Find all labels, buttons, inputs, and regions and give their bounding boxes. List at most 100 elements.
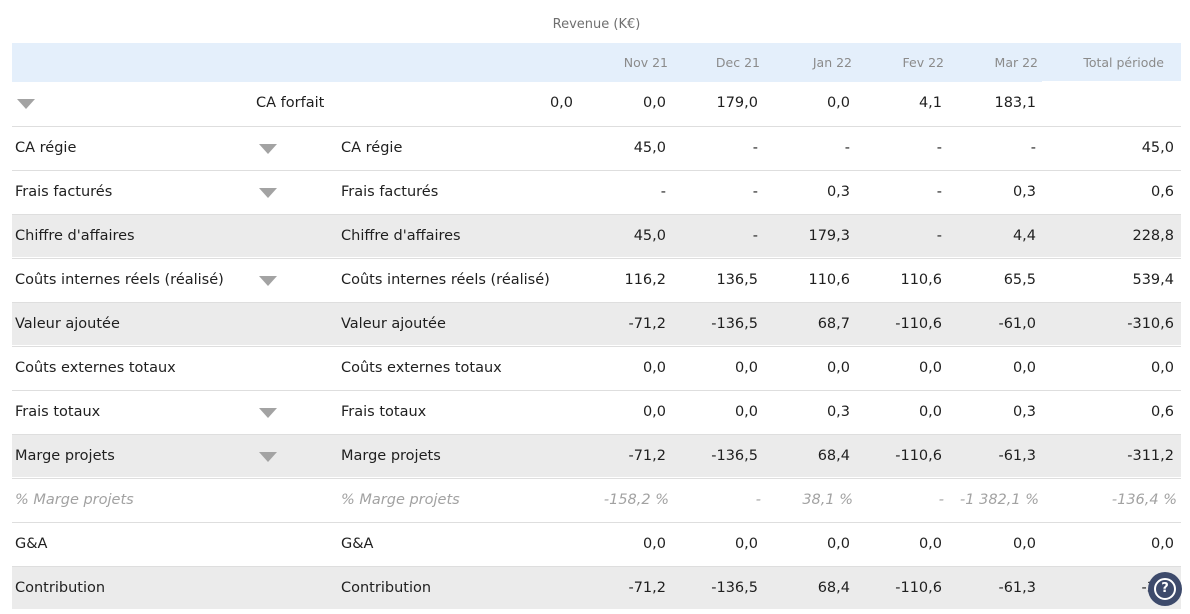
cell-value: 0,0 [642, 360, 666, 376]
cell-value: -61,0 [998, 316, 1036, 332]
row-label-secondary: Coûts internes réels (réalisé) [341, 272, 550, 288]
row-label: Frais totaux [15, 404, 101, 420]
cell-value: 0,3 [826, 404, 850, 420]
expand-caret-icon[interactable] [259, 276, 277, 286]
row-label: Frais facturés [15, 184, 113, 200]
column-header-fev-22: Fev 22 [902, 55, 944, 70]
table-row-pct-marge-projets: % Marge projets % Marge projets -158,2 %… [12, 478, 1181, 521]
cell-total: 0,6 [1150, 404, 1174, 420]
table-row-couts-externes: Coûts externes totaux Coûts externes tot… [12, 346, 1181, 389]
cell-value: 0,0 [918, 360, 942, 376]
expand-caret-icon[interactable] [17, 99, 35, 109]
cell-total: -310,6 [1127, 316, 1174, 332]
expand-caret-icon[interactable] [259, 144, 277, 154]
cell-value: 0,0 [642, 404, 666, 420]
table-header: Nov 21 Dec 21 Jan 22 Fev 22 Mar 22 Total… [12, 43, 1181, 82]
row-label: CA forfait [256, 95, 325, 111]
cell-value: 179,3 [808, 228, 850, 244]
cell-value: 68,7 [817, 316, 850, 332]
cell-value: 0,0 [642, 95, 666, 111]
table-row-chiffre-affaires: Chiffre d'affaires Chiffre d'affaires 45… [12, 214, 1181, 257]
row-label: Coûts externes totaux [15, 360, 176, 376]
cell-value: 65,5 [1003, 272, 1036, 288]
table-title: Revenue (K€) [552, 17, 641, 32]
cell-value: 68,4 [817, 580, 850, 596]
cell-total: 539,4 [1132, 272, 1174, 288]
cell-value: -110,6 [895, 580, 942, 596]
cell-value: 110,6 [900, 272, 942, 288]
cell-total: 0,6 [1150, 184, 1174, 200]
cell-value: -136,5 [711, 316, 758, 332]
cell-value: 0,3 [1012, 184, 1036, 200]
cell-value: 68,4 [817, 448, 850, 464]
cell-value: - [752, 228, 758, 244]
cell-total: -136,4 % [1111, 492, 1177, 508]
table-row-valeur-ajoutee: Valeur ajoutée Valeur ajoutée -71,2 -136… [12, 302, 1181, 345]
column-header-nov-21: Nov 21 [623, 55, 668, 70]
table-row-frais-totaux: Frais totaux Frais totaux 0,0 0,0 0,3 0,… [12, 390, 1181, 433]
cell-total: 0,0 [1150, 536, 1174, 552]
cell-value: 0,0 [918, 404, 942, 420]
row-label-secondary: Valeur ajoutée [341, 316, 446, 332]
cell-value: - [660, 184, 666, 200]
cell-total: 228,8 [1132, 228, 1174, 244]
row-label: Marge projets [15, 448, 115, 464]
cell-value: 0,0 [1012, 536, 1036, 552]
cell-value: 38,1 % [802, 492, 853, 508]
column-header-mar-22: Mar 22 [994, 55, 1038, 70]
row-label-secondary: % Marge projets [341, 492, 460, 508]
cell-value: 0,3 [1012, 404, 1036, 420]
cell-value: -71,2 [628, 316, 666, 332]
expand-caret-icon[interactable] [259, 188, 277, 198]
cell-value: 45,0 [633, 228, 666, 244]
row-label: % Marge projets [15, 492, 134, 508]
row-label-secondary: G&A [341, 536, 374, 552]
cell-total: 45,0 [1141, 140, 1174, 156]
table-row-couts-internes: Coûts internes réels (réalisé) Coûts int… [12, 258, 1181, 301]
cell-value: 0,0 [826, 360, 850, 376]
cell-value: 0,0 [826, 536, 850, 552]
cell-total: -311,2 [1127, 448, 1174, 464]
column-header-total-periode: Total période [1083, 55, 1164, 70]
cell-value: 110,6 [808, 272, 850, 288]
cell-value: - [844, 140, 850, 156]
row-label-secondary: CA régie [341, 140, 403, 156]
table-row-frais-factures: Frais facturés Frais facturés - - 0,3 - … [12, 170, 1181, 213]
cell-value: 45,0 [633, 140, 666, 156]
row-label-secondary: Chiffre d'affaires [341, 228, 461, 244]
cell-value: - [936, 228, 942, 244]
column-header-jan-22: Jan 22 [812, 55, 852, 70]
row-label: Contribution [15, 580, 106, 596]
cell-value: 179,0 [716, 95, 758, 111]
cell-value: 0,0 [1012, 360, 1036, 376]
cell-value: - [755, 492, 761, 508]
table-row-ca-forfait: CA forfait 0,0 0,0 179,0 0,0 4,1 183,1 [12, 82, 1181, 125]
cell-value: 4,4 [1012, 228, 1036, 244]
cell-value: 116,2 [624, 272, 666, 288]
row-label: Chiffre d'affaires [15, 228, 135, 244]
cell-value: 0,0 [734, 536, 758, 552]
row-label-secondary: Coûts externes totaux [341, 360, 502, 376]
table-row-marge-projets: Marge projets Marge projets -71,2 -136,5… [12, 434, 1181, 477]
row-label: Valeur ajoutée [15, 316, 120, 332]
row-label-secondary: Frais totaux [341, 404, 427, 420]
cell-value: -1 382,1 % [960, 492, 1039, 508]
row-label-secondary: Frais facturés [341, 184, 439, 200]
cell-value: 183,1 [994, 95, 1036, 111]
row-label-secondary: Contribution [341, 580, 432, 596]
cell-value: - [752, 184, 758, 200]
cell-value: - [752, 140, 758, 156]
cell-value: -158,2 % [603, 492, 669, 508]
cell-value: -71,2 [628, 448, 666, 464]
cell-value: 136,5 [716, 272, 758, 288]
expand-caret-icon[interactable] [259, 452, 277, 462]
expand-caret-icon[interactable] [259, 408, 277, 418]
help-button[interactable]: ? [1148, 572, 1182, 606]
table-row-ca-regie: CA régie CA régie 45,0 - - - - 45,0 [12, 126, 1181, 169]
column-header-dec-21: Dec 21 [715, 55, 760, 70]
row-label: G&A [15, 536, 48, 552]
cell-value: 0,0 [734, 360, 758, 376]
row-label-secondary: Marge projets [341, 448, 441, 464]
cell-value: 0,0 [642, 536, 666, 552]
row-label: Coûts internes réels (réalisé) [15, 272, 224, 288]
